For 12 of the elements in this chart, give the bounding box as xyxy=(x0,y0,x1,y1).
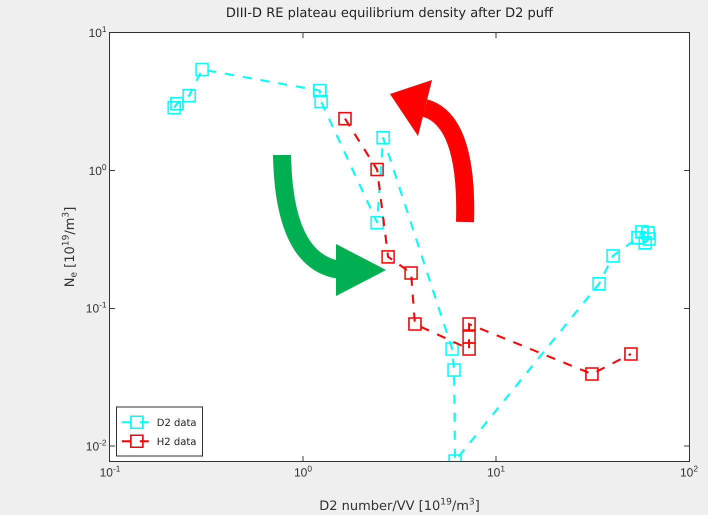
x-tick-label: 10$^{2}$ xyxy=(680,463,698,480)
x-tick-label: 10$^{1}$ xyxy=(486,463,506,480)
x-tick-label: 10$^{-1}$ xyxy=(100,463,121,480)
x-axis-title: D2 number/VV [10$^{19}$/m$^{3}$] xyxy=(319,498,480,514)
legend-label: D2 data xyxy=(156,418,197,430)
y-tick-label: 10$^{0}$ xyxy=(88,162,107,178)
x-tick-label: 10$^{0}$ xyxy=(294,463,312,480)
legend-label: H2 data xyxy=(156,437,196,448)
y-tick-label: 10$^{-1}$ xyxy=(86,300,107,316)
y-tick-label: 10$^{1}$ xyxy=(88,24,107,40)
chart-title: DIII-D RE plateau equilibrium density after D2 puff xyxy=(226,6,554,21)
y-tick-label: 10$^{-2}$ xyxy=(86,437,107,454)
